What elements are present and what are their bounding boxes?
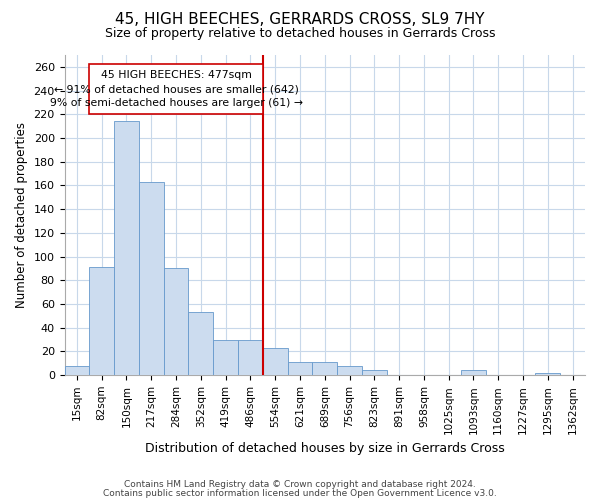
Bar bbox=[139, 182, 164, 375]
Text: Contains public sector information licensed under the Open Government Licence v3: Contains public sector information licen… bbox=[103, 489, 497, 498]
Bar bbox=[263, 348, 287, 375]
X-axis label: Distribution of detached houses by size in Gerrards Cross: Distribution of detached houses by size … bbox=[145, 442, 505, 455]
Text: 45 HIGH BEECHES: 477sqm
← 91% of detached houses are smaller (642)
9% of semi-de: 45 HIGH BEECHES: 477sqm ← 91% of detache… bbox=[50, 70, 302, 108]
Bar bbox=[337, 366, 362, 375]
Text: 45, HIGH BEECHES, GERRARDS CROSS, SL9 7HY: 45, HIGH BEECHES, GERRARDS CROSS, SL9 7H… bbox=[115, 12, 485, 28]
Bar bbox=[461, 370, 486, 375]
Text: Contains HM Land Registry data © Crown copyright and database right 2024.: Contains HM Land Registry data © Crown c… bbox=[124, 480, 476, 489]
Text: Size of property relative to detached houses in Gerrards Cross: Size of property relative to detached ho… bbox=[105, 28, 495, 40]
Bar bbox=[89, 268, 114, 375]
Bar bbox=[188, 312, 213, 375]
Bar bbox=[313, 362, 337, 375]
Bar bbox=[65, 366, 89, 375]
Bar bbox=[114, 122, 139, 375]
Bar bbox=[164, 268, 188, 375]
Bar bbox=[535, 373, 560, 375]
FancyBboxPatch shape bbox=[89, 64, 263, 114]
Y-axis label: Number of detached properties: Number of detached properties bbox=[15, 122, 28, 308]
Bar bbox=[238, 340, 263, 375]
Bar bbox=[213, 340, 238, 375]
Bar bbox=[362, 370, 387, 375]
Bar bbox=[287, 362, 313, 375]
